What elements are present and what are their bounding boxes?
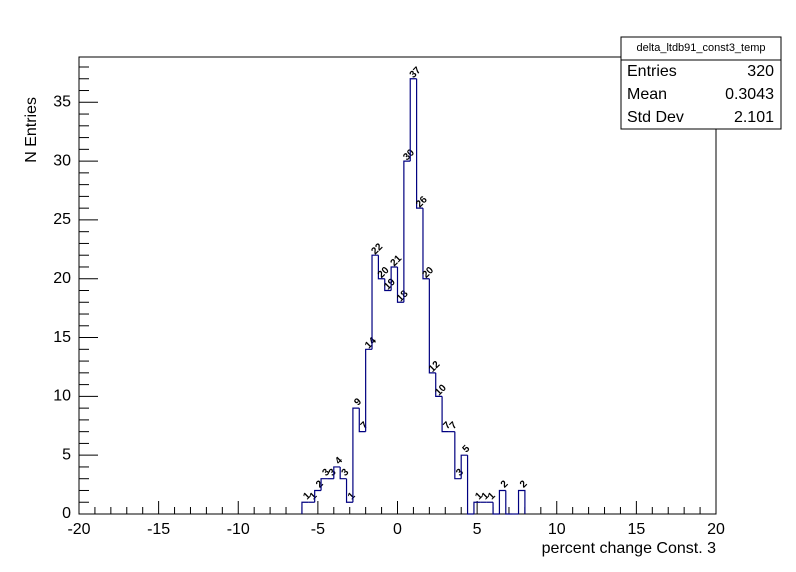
- y-axis-title: N Entries: [23, 97, 40, 163]
- histogram-bin: [390, 266, 398, 291]
- histogram-bin: [435, 372, 443, 397]
- histogram-bin: [422, 208, 430, 280]
- x-tick-label: 10: [548, 521, 566, 538]
- histogram-bin: [517, 489, 526, 514]
- histogram-bin: [492, 502, 500, 515]
- stats-value: 0.3043: [725, 86, 774, 103]
- stats-label: Mean: [627, 86, 667, 103]
- histogram-bin: [345, 478, 353, 503]
- histogram-bin: [320, 478, 328, 491]
- histogram-bin: [333, 466, 341, 479]
- histogram-bin: [358, 408, 366, 433]
- histogram-bin: [371, 254, 379, 350]
- x-tick-label: 15: [627, 521, 645, 538]
- x-tick-label: 20: [707, 521, 725, 538]
- histogram-bin: [441, 396, 449, 433]
- x-tick-label: 0: [393, 521, 402, 538]
- y-tick-label: 20: [53, 270, 71, 287]
- histogram-bin: [473, 501, 481, 514]
- histogram-bin: [301, 501, 309, 514]
- x-tick-label: -10: [227, 521, 250, 538]
- histogram-bin: [377, 255, 385, 280]
- stats-label: Std Dev: [627, 109, 684, 126]
- y-tick-label: 10: [53, 388, 71, 405]
- histogram-bin: [352, 407, 360, 503]
- histogram-bin: [505, 490, 513, 515]
- histogram-bin: [365, 348, 373, 432]
- stats-value: 320: [747, 63, 774, 80]
- y-tick-label: 30: [53, 152, 71, 169]
- y-tick-label: 15: [53, 329, 71, 346]
- x-tick-label: -5: [311, 521, 325, 538]
- histogram-bin: [409, 78, 417, 162]
- stats-title: delta_ltdb91_const3_temp: [636, 42, 765, 54]
- histogram-bin: [454, 431, 462, 480]
- stats-value: 2.101: [734, 109, 774, 126]
- histogram-bin: [384, 278, 392, 292]
- x-tick-label: -20: [67, 521, 90, 538]
- stats-label: Entries: [627, 63, 677, 80]
- y-tick-label: 5: [62, 446, 71, 463]
- x-tick-label: -15: [147, 521, 170, 538]
- histogram-bin: [339, 466, 347, 480]
- histogram-bin: [396, 266, 404, 303]
- histogram-bin: [498, 489, 506, 514]
- stats-frame: [620, 36, 782, 130]
- stats-box: delta_ltdb91_const3_temp Entries 320 Mea…: [620, 36, 782, 130]
- y-tick-label: 25: [53, 211, 71, 228]
- histogram-bin: [403, 160, 411, 303]
- y-tick-label: 0: [62, 505, 71, 522]
- y-tick-label: 35: [53, 94, 71, 111]
- x-tick-label: 5: [473, 521, 482, 538]
- histogram-bin: [314, 489, 322, 503]
- histogram-bin: [466, 455, 474, 515]
- histogram-bin: [460, 454, 468, 479]
- x-axis-title: percent change Const. 3: [542, 540, 716, 557]
- histogram-bin: [428, 278, 436, 374]
- histogram-bin: [416, 78, 423, 209]
